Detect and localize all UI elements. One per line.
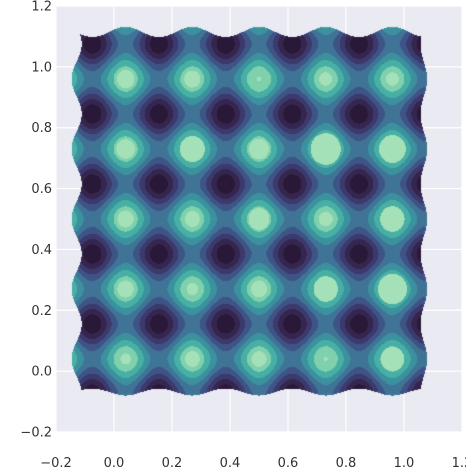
x-tick-label: 0.8: [336, 456, 357, 471]
x-tick-label: 0.6: [278, 456, 299, 471]
x-tick-label: 1.0: [394, 456, 415, 471]
x-tick-label: 1.2: [452, 456, 466, 471]
x-tick-label: 0.2: [162, 456, 183, 471]
y-tick-label: 0.8: [31, 121, 52, 136]
y-tick-label: −0.2: [20, 426, 52, 441]
y-tick-label: 1.2: [31, 0, 52, 15]
y-tick-label: 0.4: [31, 243, 52, 258]
y-tick-label: 0.0: [31, 365, 52, 380]
y-tick-label: 1.0: [31, 60, 52, 75]
y-tick-label: 0.2: [31, 304, 52, 319]
axis-tick-labels: −0.2 0.0 0.2 0.4 0.6 0.8 1.0 1.2 −0.2 0.0 0.2 0.4 0.…: [20, 0, 466, 471]
x-tick-label: 0.4: [220, 456, 241, 471]
density-contours: [68, 22, 436, 404]
y-tick-label: 0.6: [31, 182, 52, 197]
x-tick-label: 0.0: [104, 456, 125, 471]
x-tick-label: −0.2: [40, 456, 72, 471]
density-surface: [68, 22, 436, 404]
